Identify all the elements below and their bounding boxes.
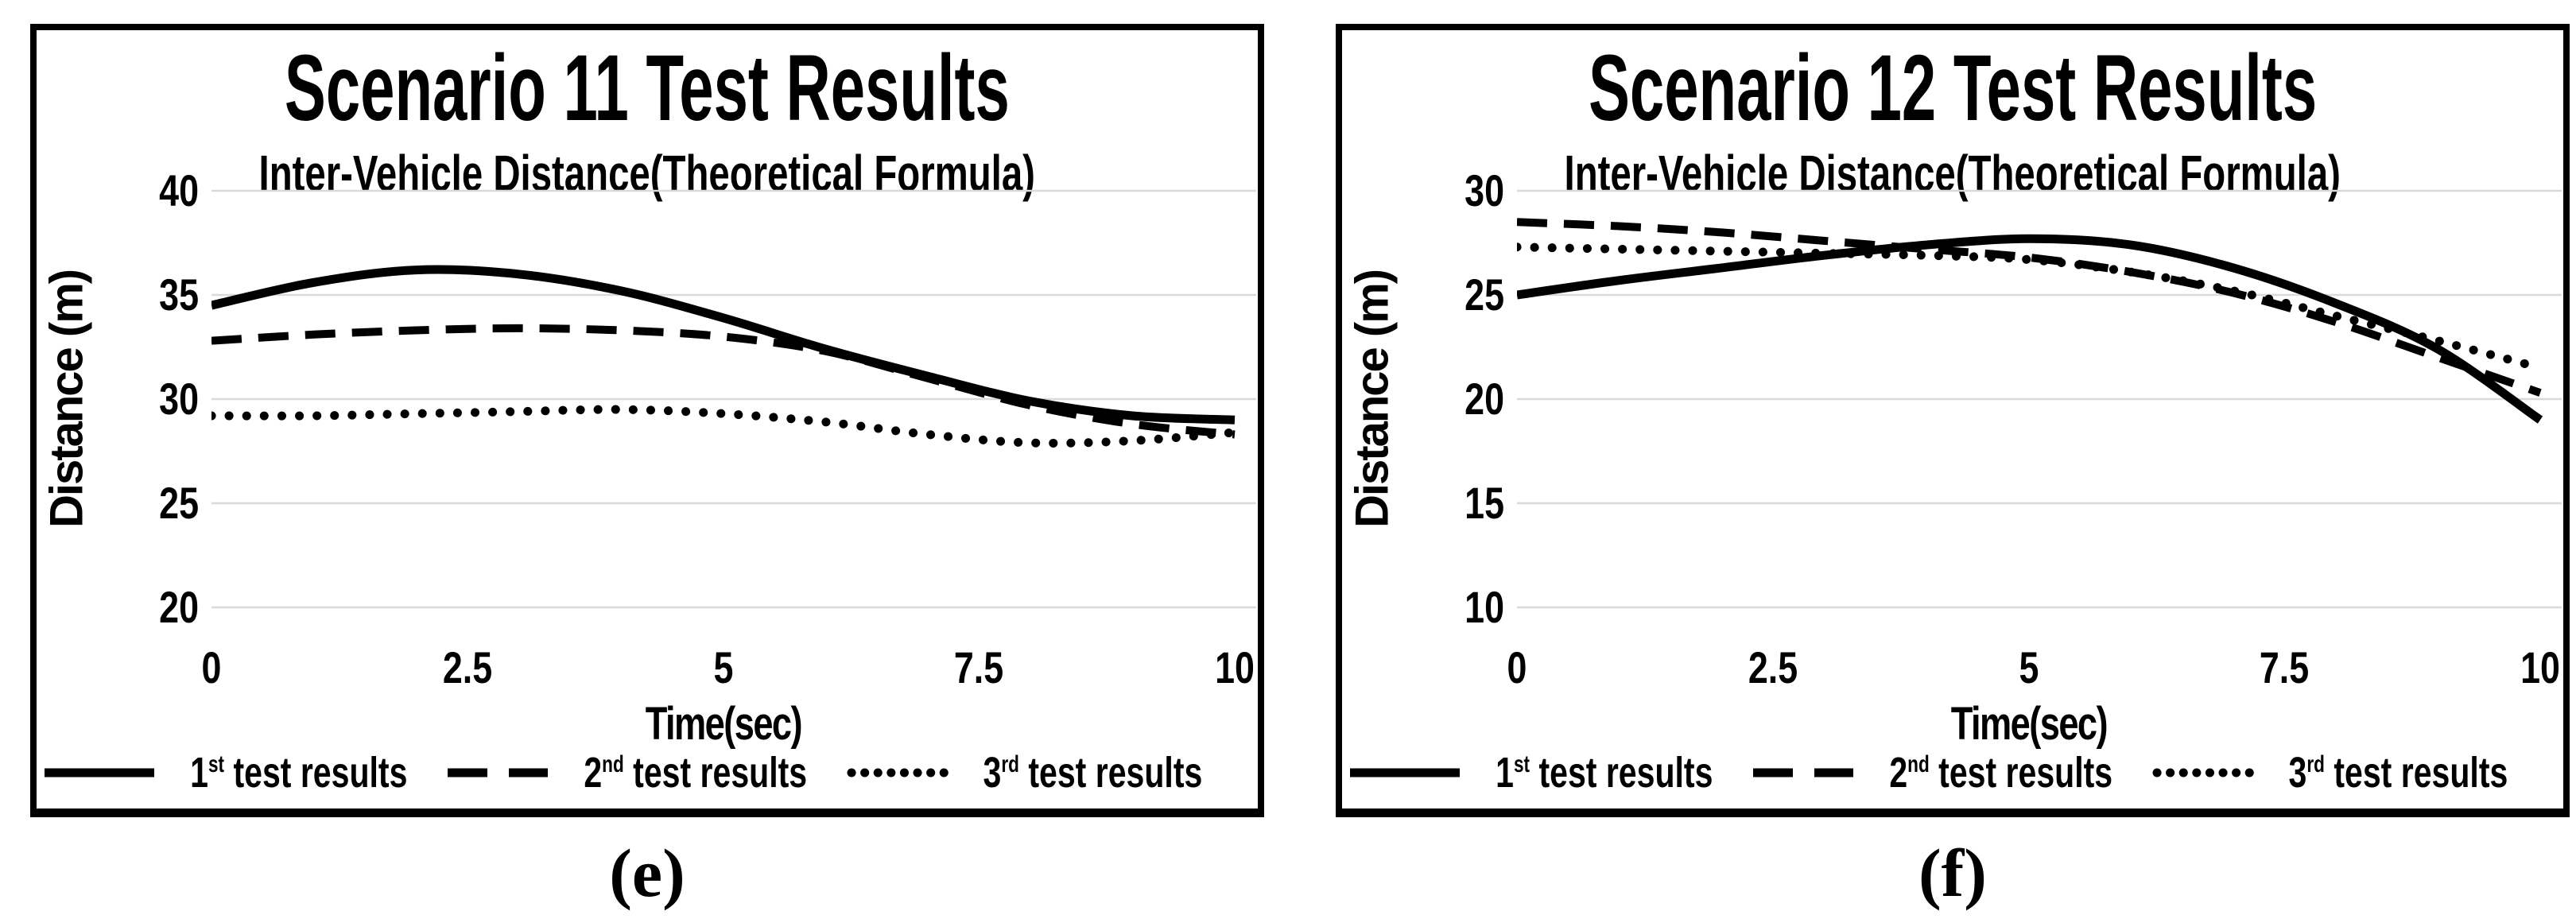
chart-panel-scenario-11: Scenario 11 Test Results Inter-Vehicle D… xyxy=(30,24,1264,817)
y-tick-label-30: 30 xyxy=(1465,165,1504,215)
legend-item-2nd-test-results: 2nd test results xyxy=(447,751,842,794)
y-tick-label-25: 25 xyxy=(1465,269,1504,320)
x-axis-tick-labels: 0 2.5 5 7.5 10 xyxy=(1507,642,2560,693)
legend-label: 3rd test results xyxy=(983,749,1203,797)
y-axis-title-text: Distance (m) xyxy=(41,269,93,529)
series-dotted-3rd-test-results xyxy=(211,405,1240,448)
plot-area xyxy=(1517,189,2562,609)
series-dashed-2nd-test-results xyxy=(211,324,1236,439)
x-tick-label-10: 10 xyxy=(1215,642,1255,692)
chart-title-text: Scenario 11 Test Results xyxy=(285,36,1010,141)
legend: 1st test results 2nd test results 3rd te… xyxy=(1348,745,2560,801)
x-axis-title-text: Time(sec) xyxy=(645,698,802,750)
subfigure-label-f: (f) xyxy=(1336,833,2570,913)
x-tick-label-7.5: 7.5 xyxy=(954,642,1004,692)
legend-swatch-dashed-line xyxy=(447,768,548,777)
chart-title: Scenario 11 Test Results xyxy=(37,36,1258,141)
x-tick-label-0: 0 xyxy=(1507,642,1527,692)
legend-label: 2nd test results xyxy=(1888,749,2112,797)
legend-swatch-solid-line xyxy=(45,768,154,777)
x-axis-title: Time(sec) xyxy=(211,701,1235,747)
legend-swatch-dotted-line xyxy=(847,768,949,777)
legend: 1st test results 2nd test results 3rd te… xyxy=(43,745,1255,801)
y-axis-title-text: Distance (m) xyxy=(1346,269,1399,529)
legend-label: 2nd test results xyxy=(583,749,807,797)
x-tick-label-5: 5 xyxy=(713,642,733,692)
x-axis-title-text: Time(sec) xyxy=(1950,698,2108,750)
subfigure-label-f-text: (f) xyxy=(1918,835,1987,911)
y-tick-label-40: 40 xyxy=(159,165,199,215)
legend-item-1st-test-results: 1st test results xyxy=(43,751,442,794)
series-solid-1st-test-results xyxy=(1517,234,2543,424)
legend-swatch-dashed-line xyxy=(1752,768,1853,777)
legend-label: 1st test results xyxy=(190,749,408,797)
subfigure-label-e: (e) xyxy=(30,833,1264,913)
y-tick-label-20: 20 xyxy=(1465,374,1504,424)
y-tick-label-30: 30 xyxy=(159,374,199,424)
figure-e: Scenario 11 Test Results Inter-Vehicle D… xyxy=(30,24,1264,913)
legend-item-1st-test-results: 1st test results xyxy=(1348,751,1748,794)
y-axis-title: Distance (m) xyxy=(1344,189,1401,609)
subfigure-label-e-text: (e) xyxy=(609,835,685,911)
x-tick-label-0: 0 xyxy=(201,642,222,692)
y-axis-title: Distance (m) xyxy=(38,189,95,609)
chart-title-text: Scenario 12 Test Results xyxy=(1588,36,2318,141)
y-tick-label-25: 25 xyxy=(159,478,199,528)
plot-area xyxy=(211,189,1256,609)
y-axis-tick-labels: 30 25 20 15 10 xyxy=(1428,30,1504,634)
y-tick-label-35: 35 xyxy=(159,269,199,320)
chart-title: Scenario 12 Test Results xyxy=(1342,36,2563,141)
y-tick-label-15: 15 xyxy=(1465,478,1504,528)
series-solid-1st-test-results xyxy=(211,265,1236,425)
y-tick-label-20: 20 xyxy=(159,582,199,632)
y-tick-label-10: 10 xyxy=(1465,582,1504,632)
legend-label: 1st test results xyxy=(1496,749,1713,797)
legend-swatch-solid-line xyxy=(1350,768,1460,777)
x-tick-label-7.5: 7.5 xyxy=(2260,642,2310,692)
figure-f: Scenario 12 Test Results Inter-Vehicle D… xyxy=(1336,24,2570,913)
x-tick-label-10: 10 xyxy=(2520,642,2560,692)
y-axis-tick-labels: 40 35 30 25 20 xyxy=(122,30,199,634)
chart-panel-scenario-12: Scenario 12 Test Results Inter-Vehicle D… xyxy=(1336,24,2570,817)
x-axis-title: Time(sec) xyxy=(1517,701,2540,747)
x-tick-label-2.5: 2.5 xyxy=(1748,642,1798,692)
legend-item-3rd-test-results: 3rd test results xyxy=(847,751,1237,794)
legend-item-3rd-test-results: 3rd test results xyxy=(2152,751,2543,794)
series-dotted-3rd-test-results xyxy=(1517,242,2545,373)
legend-swatch-dotted-line xyxy=(2152,768,2255,777)
legend-item-2nd-test-results: 2nd test results xyxy=(1752,751,2147,794)
legend-label: 3rd test results xyxy=(2288,749,2508,797)
x-axis-tick-labels: 0 2.5 5 7.5 10 xyxy=(202,642,1255,693)
series-dashed-2nd-test-results xyxy=(1517,218,2542,397)
x-tick-label-2.5: 2.5 xyxy=(442,642,492,692)
x-tick-label-5: 5 xyxy=(2019,642,2039,692)
